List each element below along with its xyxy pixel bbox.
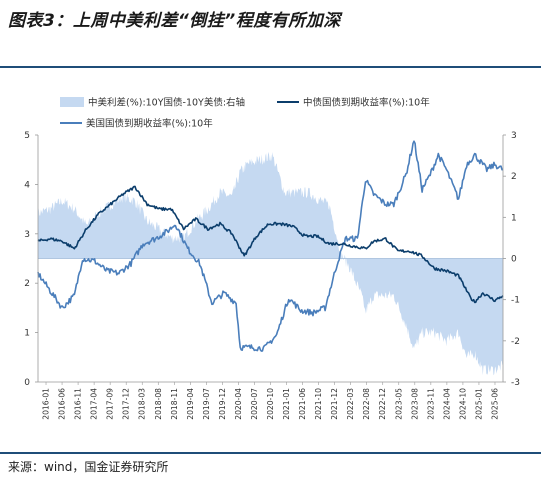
y-right-tick-label: 3	[511, 131, 517, 141]
y-right-tick-label: -3	[511, 378, 520, 388]
x-tick-label: 2018-08	[154, 388, 163, 420]
legend-label-spread: 中美利差(%):10Y国债-10Y美债:右轴	[88, 97, 245, 109]
x-tick-label: 2017-09	[106, 388, 115, 420]
y-right-tick-label: 0	[511, 255, 517, 265]
x-tick-label: 2023-11	[426, 388, 435, 420]
y-left-tick-label: 4	[24, 180, 30, 190]
y-right-tick-label: -1	[511, 296, 520, 306]
x-tick-label: 2017-12	[122, 388, 131, 420]
x-tick-label: 2025-06	[491, 388, 500, 420]
legend-swatch-spread	[60, 97, 84, 107]
series-area-spread	[38, 151, 503, 376]
x-tick-label: 2019-07	[202, 388, 211, 420]
series-line-cn10y	[37, 185, 504, 304]
top-rule	[0, 66, 541, 68]
x-tick-label: 2018-03	[138, 388, 147, 420]
x-tick-label: 2016-11	[74, 388, 83, 420]
series-line-us10y	[37, 140, 504, 352]
x-tick-label: 2016-01	[42, 388, 51, 420]
x-tick-label: 2022-12	[378, 388, 387, 420]
x-tick-label: 2021-01	[282, 388, 291, 420]
x-tick-label: 2021-12	[330, 388, 339, 420]
x-tick-label: 2022-08	[362, 388, 371, 420]
x-tick-label: 2023-05	[394, 388, 403, 420]
yield-spread-chart: 中美利差(%):10Y国债-10Y美债:右轴 中债国债到期收益率(%):10年 …	[24, 97, 520, 420]
y-left-tick-label: 0	[24, 378, 30, 388]
y-left-tick-label: 3	[24, 230, 30, 240]
x-tick-label: 2020-04	[234, 388, 243, 420]
bottom-rule	[0, 452, 541, 454]
x-tick-label: 2024-10	[458, 388, 467, 420]
x-tick-label: 2023-08	[410, 388, 419, 420]
x-tick-label: 2021-10	[314, 388, 323, 420]
figure-title: 图表3：上周中美利差“倒挂”程度有所加深	[8, 11, 341, 31]
x-tick-label: 2024-04	[442, 388, 451, 420]
legend-label-cn: 中债国债到期收益率(%):10年	[303, 97, 430, 109]
y-left-tick-label: 2	[24, 279, 30, 289]
legend: 中美利差(%):10Y国债-10Y美债:右轴 中债国债到期收益率(%):10年 …	[60, 97, 430, 130]
x-tick-label: 2022-03	[346, 388, 355, 420]
y-right-tick-label: 2	[511, 172, 517, 182]
y-left-tick-label: 1	[24, 329, 30, 339]
x-tick-label: 2020-07	[250, 388, 259, 420]
x-tick-label: 2019-04	[186, 388, 195, 420]
legend-label-us: 美国国债到期收益率(%):10年	[86, 118, 213, 130]
x-tick-label: 2019-12	[218, 388, 227, 420]
y-left-tick-label: 5	[24, 131, 30, 141]
x-tick-label: 2016-06	[58, 388, 67, 420]
source-note: 来源：wind，国金证券研究所	[8, 460, 169, 474]
y-right-tick-label: -2	[511, 337, 520, 347]
x-tick-label: 2017-04	[90, 388, 99, 420]
x-tick-label: 2021-06	[298, 388, 307, 420]
plot-area: 0 1 2 3 4 5 -3 -2 -1 0 1 2 3 2016-01 2016-06 2016-11 201…	[24, 131, 520, 420]
y-right-tick-label: 1	[511, 213, 517, 223]
x-tick-label: 2020-10	[266, 388, 275, 420]
x-tick-label: 2018-11	[170, 388, 179, 420]
x-tick-label: 2025-01	[474, 388, 483, 420]
